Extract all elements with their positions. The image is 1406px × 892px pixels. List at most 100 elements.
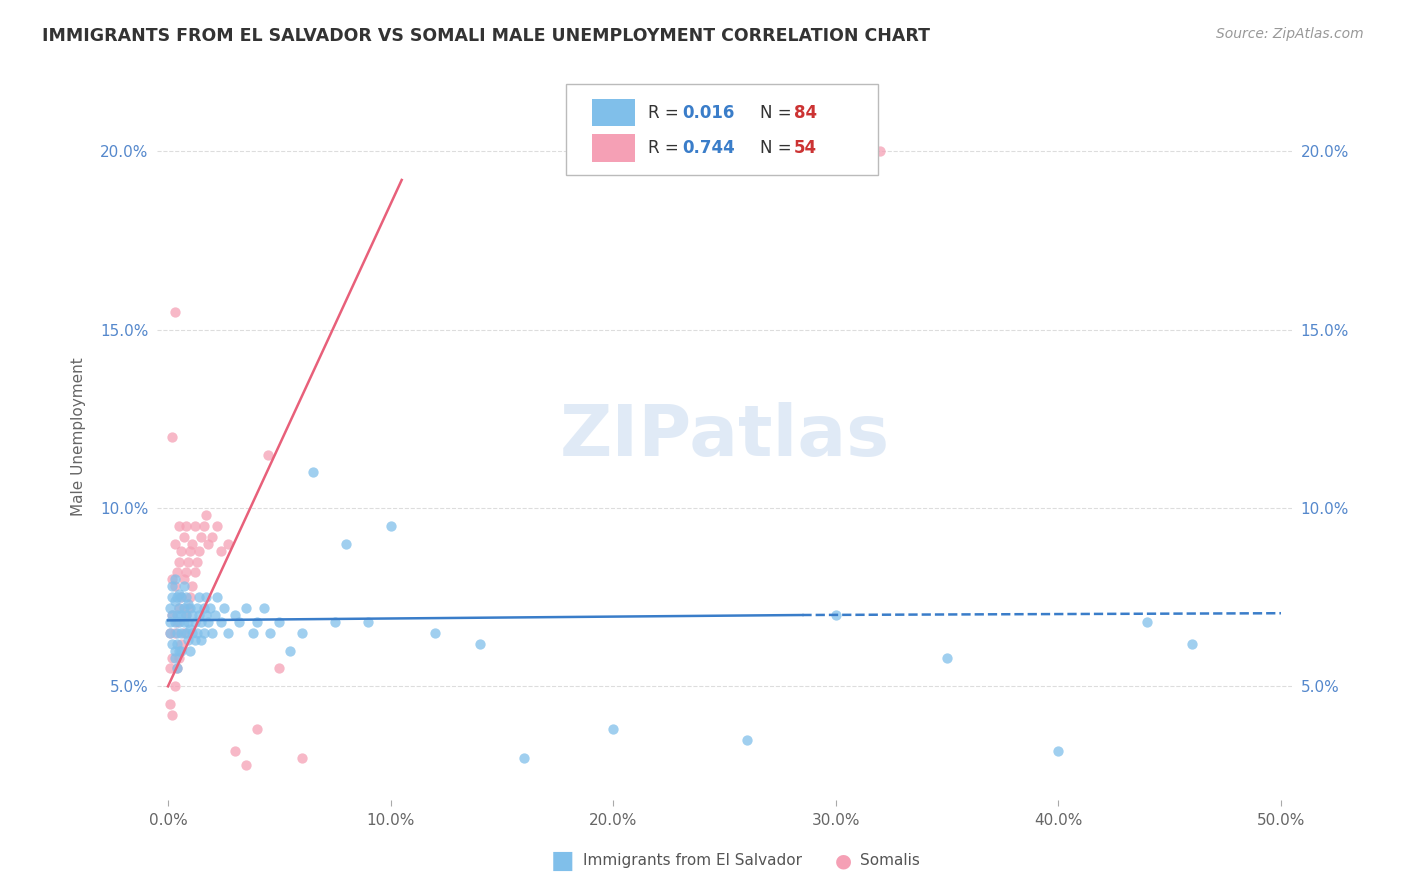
Point bbox=[1136, 615, 1159, 629]
Point bbox=[824, 607, 846, 622]
Text: R =: R = bbox=[648, 103, 685, 121]
Point bbox=[166, 590, 188, 604]
Point bbox=[179, 544, 201, 558]
Point bbox=[335, 537, 357, 551]
Point bbox=[177, 615, 200, 629]
Point bbox=[166, 661, 188, 675]
Point bbox=[163, 650, 186, 665]
Point bbox=[167, 615, 190, 629]
Point bbox=[423, 625, 446, 640]
Point bbox=[163, 579, 186, 593]
Point bbox=[159, 615, 181, 629]
Text: N =: N = bbox=[759, 139, 797, 157]
Point bbox=[163, 679, 186, 693]
Point bbox=[167, 600, 190, 615]
Point bbox=[197, 537, 219, 551]
Point bbox=[162, 607, 184, 622]
Point bbox=[602, 722, 624, 736]
Point bbox=[166, 615, 188, 629]
Point bbox=[181, 625, 204, 640]
Point bbox=[186, 555, 208, 569]
Point bbox=[174, 519, 197, 533]
Point bbox=[212, 600, 235, 615]
Point bbox=[163, 572, 186, 586]
Point bbox=[290, 625, 312, 640]
Point bbox=[246, 722, 269, 736]
Text: 0.744: 0.744 bbox=[682, 139, 735, 157]
Point bbox=[197, 615, 219, 629]
Point bbox=[200, 600, 222, 615]
Text: IMMIGRANTS FROM EL SALVADOR VS SOMALI MALE UNEMPLOYMENT CORRELATION CHART: IMMIGRANTS FROM EL SALVADOR VS SOMALI MA… bbox=[42, 27, 931, 45]
Point bbox=[170, 607, 193, 622]
Point bbox=[183, 519, 205, 533]
Point bbox=[193, 519, 215, 533]
Point bbox=[181, 537, 204, 551]
Point bbox=[166, 607, 188, 622]
Point bbox=[162, 579, 184, 593]
Point bbox=[159, 625, 181, 640]
Point bbox=[163, 537, 186, 551]
Point bbox=[181, 579, 204, 593]
Point bbox=[269, 615, 291, 629]
Point bbox=[194, 590, 217, 604]
Point bbox=[163, 615, 186, 629]
Point bbox=[190, 632, 212, 647]
Point bbox=[170, 590, 193, 604]
Point bbox=[936, 650, 959, 665]
Point bbox=[166, 636, 188, 650]
Point bbox=[186, 625, 208, 640]
Point bbox=[167, 650, 190, 665]
Point bbox=[188, 607, 211, 622]
Point bbox=[190, 530, 212, 544]
Point bbox=[179, 643, 201, 657]
Point bbox=[159, 697, 181, 711]
Point bbox=[174, 607, 197, 622]
Point bbox=[179, 622, 201, 636]
Point bbox=[167, 519, 190, 533]
Point bbox=[183, 615, 205, 629]
Point bbox=[170, 544, 193, 558]
Point bbox=[194, 607, 217, 622]
Point bbox=[179, 600, 201, 615]
Point bbox=[170, 590, 193, 604]
Point bbox=[167, 555, 190, 569]
Point bbox=[193, 600, 215, 615]
Point bbox=[209, 544, 232, 558]
Point bbox=[188, 544, 211, 558]
Point bbox=[162, 430, 184, 444]
Point bbox=[159, 625, 181, 640]
Text: 84: 84 bbox=[794, 103, 817, 121]
Text: 0.016: 0.016 bbox=[682, 103, 735, 121]
Point bbox=[170, 625, 193, 640]
Point bbox=[205, 519, 228, 533]
Point bbox=[159, 600, 181, 615]
Point bbox=[301, 466, 323, 480]
Point bbox=[162, 607, 184, 622]
Point bbox=[224, 743, 246, 757]
Point bbox=[217, 537, 239, 551]
Point bbox=[205, 590, 228, 604]
FancyBboxPatch shape bbox=[565, 84, 877, 175]
Point bbox=[235, 757, 257, 772]
Point bbox=[179, 590, 201, 604]
Point bbox=[228, 615, 250, 629]
Point bbox=[173, 625, 195, 640]
Text: ●: ● bbox=[835, 851, 852, 871]
Point bbox=[167, 600, 190, 615]
Point bbox=[201, 625, 224, 640]
Point bbox=[162, 650, 184, 665]
Text: ■: ■ bbox=[551, 849, 574, 872]
Point bbox=[186, 600, 208, 615]
Text: 54: 54 bbox=[794, 139, 817, 157]
FancyBboxPatch shape bbox=[592, 99, 634, 127]
Point bbox=[173, 615, 195, 629]
Point bbox=[217, 625, 239, 640]
Point bbox=[201, 530, 224, 544]
Point bbox=[163, 625, 186, 640]
Point bbox=[513, 750, 536, 764]
Point bbox=[869, 145, 891, 159]
Point bbox=[174, 590, 197, 604]
Point bbox=[224, 607, 246, 622]
FancyBboxPatch shape bbox=[592, 134, 634, 161]
Point bbox=[162, 636, 184, 650]
